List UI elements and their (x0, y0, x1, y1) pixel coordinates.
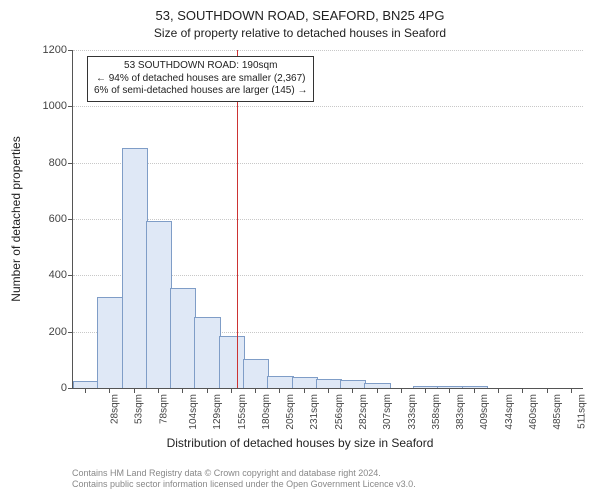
xtick-mark (207, 388, 208, 393)
xtick-label: 205sqm (285, 394, 296, 430)
xtick-label: 256sqm (334, 394, 345, 430)
bar (219, 336, 245, 388)
xtick-mark (449, 388, 450, 393)
xtick-mark (182, 388, 183, 393)
xtick-mark (522, 388, 523, 393)
bar (340, 380, 366, 388)
ytick-label: 1200 (43, 44, 73, 56)
bar (73, 381, 99, 388)
annotation-line3: 6% of semi-detached houses are larger (1… (94, 85, 307, 98)
xtick-label: 104sqm (188, 394, 199, 430)
bar (97, 297, 123, 388)
xtick-label: 231sqm (310, 394, 321, 430)
xtick-mark (401, 388, 402, 393)
xtick-label: 383sqm (455, 394, 466, 430)
footer-line1: Contains HM Land Registry data © Crown c… (72, 468, 416, 479)
xtick-label: 511sqm (576, 394, 587, 429)
bar (194, 317, 220, 388)
xtick-mark (109, 388, 110, 393)
annotation-line2: ← 94% of detached houses are smaller (2,… (94, 73, 307, 86)
xtick-label: 358sqm (431, 394, 442, 430)
bar (122, 148, 148, 388)
xtick-label: 53sqm (134, 394, 145, 424)
gridline-h (73, 50, 583, 51)
ytick-label: 800 (49, 157, 73, 169)
bar (170, 288, 196, 388)
xtick-mark (85, 388, 86, 393)
xtick-mark (425, 388, 426, 393)
footer-line2: Contains public sector information licen… (72, 479, 416, 490)
ytick-label: 400 (49, 269, 73, 281)
xtick-label: 180sqm (261, 394, 272, 430)
ytick-label: 1000 (43, 100, 73, 112)
xtick-mark (498, 388, 499, 393)
xtick-label: 282sqm (358, 394, 369, 430)
page-subtitle: Size of property relative to detached ho… (0, 26, 600, 40)
xtick-label: 460sqm (528, 394, 539, 430)
footer: Contains HM Land Registry data © Crown c… (72, 468, 416, 491)
xtick-label: 78sqm (158, 394, 169, 424)
plot-area: 53 SOUTHDOWN ROAD: 190sqm ← 94% of detac… (72, 50, 583, 389)
xtick-mark (547, 388, 548, 393)
bar (364, 383, 390, 388)
bar (462, 386, 488, 388)
ytick-label: 600 (49, 213, 73, 225)
xtick-label: 485sqm (552, 394, 563, 430)
xtick-label: 28sqm (110, 394, 121, 424)
xtick-label: 155sqm (237, 394, 248, 430)
xtick-mark (474, 388, 475, 393)
ytick-label: 0 (61, 382, 73, 394)
gridline-h (73, 163, 583, 164)
bar (437, 386, 463, 388)
page-title: 53, SOUTHDOWN ROAD, SEAFORD, BN25 4PG (0, 8, 600, 23)
xtick-label: 333sqm (407, 394, 418, 430)
chart-page: 53, SOUTHDOWN ROAD, SEAFORD, BN25 4PG Si… (0, 0, 600, 500)
bar (267, 376, 293, 388)
xtick-mark (377, 388, 378, 393)
xtick-mark (158, 388, 159, 393)
bar (316, 379, 342, 388)
xtick-mark (304, 388, 305, 393)
annotation-line1: 53 SOUTHDOWN ROAD: 190sqm (94, 60, 307, 73)
x-axis-label: Distribution of detached houses by size … (0, 436, 600, 450)
xtick-mark (255, 388, 256, 393)
xtick-label: 409sqm (480, 394, 491, 430)
xtick-mark (352, 388, 353, 393)
xtick-mark (231, 388, 232, 393)
gridline-h (73, 106, 583, 107)
xtick-label: 129sqm (212, 394, 223, 430)
bar (146, 221, 172, 388)
bar (243, 359, 269, 388)
bar (292, 377, 318, 388)
xtick-mark (134, 388, 135, 393)
bar (413, 386, 439, 388)
xtick-label: 307sqm (382, 394, 393, 430)
annotation-box: 53 SOUTHDOWN ROAD: 190sqm ← 94% of detac… (87, 56, 314, 102)
y-axis-label: Number of detached properties (9, 136, 23, 301)
xtick-mark (328, 388, 329, 393)
xtick-mark (571, 388, 572, 393)
ytick-label: 200 (49, 326, 73, 338)
xtick-mark (279, 388, 280, 393)
xtick-label: 434sqm (504, 394, 515, 430)
